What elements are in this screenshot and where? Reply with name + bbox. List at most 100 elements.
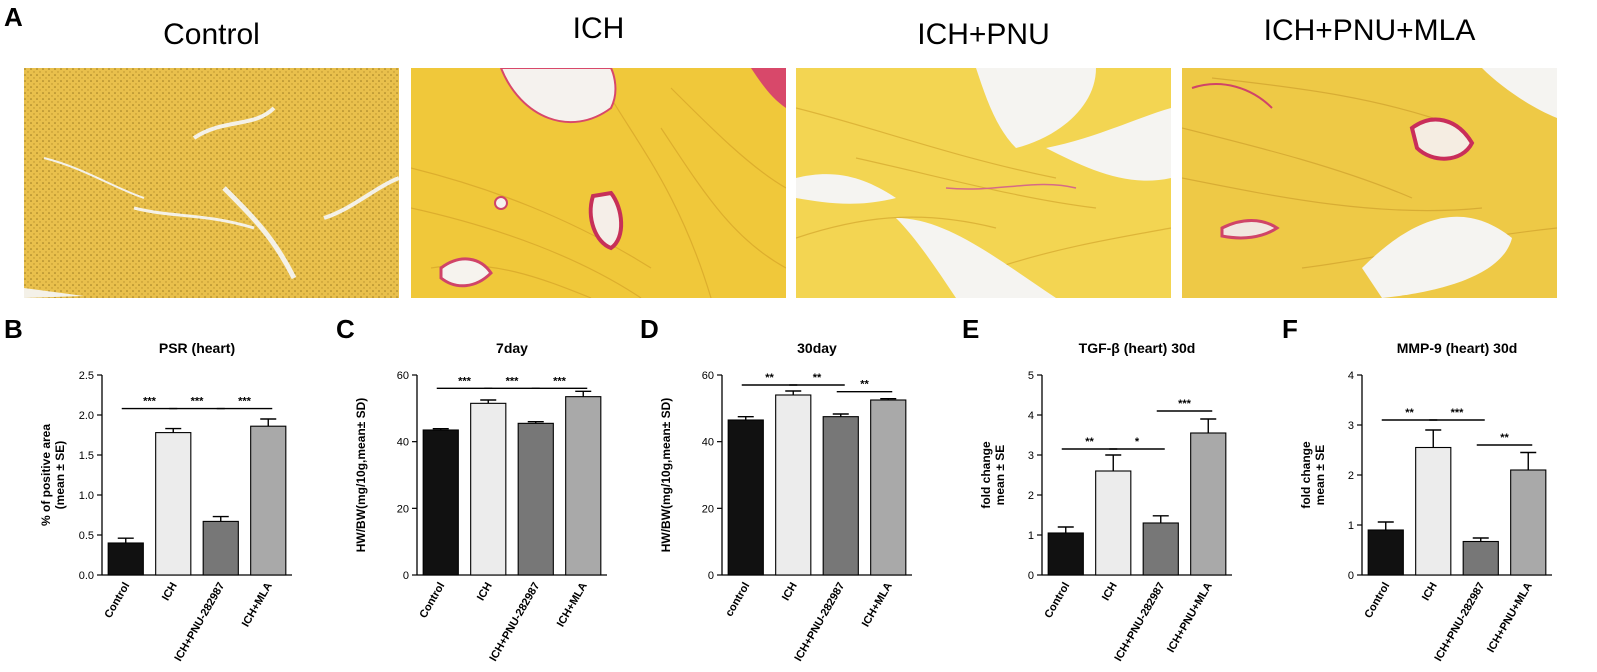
micrograph-control	[24, 68, 399, 298]
bar	[1510, 469, 1547, 576]
significance-label: ***	[1178, 398, 1192, 410]
significance-label: ***	[506, 375, 520, 387]
significance-label: **	[765, 372, 774, 384]
y-tick-label: 4	[1348, 370, 1354, 382]
chart-title: 30day	[797, 340, 837, 356]
y-tick-label: 0	[708, 570, 714, 582]
significance-label: *	[1135, 436, 1140, 448]
chart-panel-d: 30day HW/BW(mg/10g,mean± SD) 0 20 40 60 contro…	[640, 315, 930, 670]
bar	[250, 425, 287, 576]
panel-label-a: A	[4, 2, 23, 32]
bar	[1047, 532, 1084, 576]
significance-label: **	[813, 372, 822, 384]
chart-title: TGF-β (heart) 30d	[1079, 340, 1196, 356]
bar	[517, 422, 554, 576]
significance-label: ***	[238, 396, 252, 408]
y-tick-label: 0	[1348, 570, 1354, 582]
y-tick-label: 20	[397, 503, 409, 515]
significance-label: ***	[553, 375, 567, 387]
category-label: ICH+PNU+MLA	[1485, 580, 1535, 654]
y-tick-label: 0	[1028, 570, 1034, 582]
y-axis-label: % of positive area	[39, 424, 53, 526]
y-axis-label: fold change	[1299, 441, 1313, 509]
significance-label: **	[860, 379, 869, 391]
chart-title: MMP-9 (heart) 30d	[1397, 340, 1518, 356]
bar	[1415, 446, 1452, 576]
y-tick-label: 40	[397, 437, 409, 449]
chart-panel-f: MMP-9 (heart) 30d fold change mean ± SE 0 1 2…	[1280, 315, 1570, 670]
bar	[775, 394, 812, 576]
significance-label: **	[1085, 436, 1094, 448]
y-tick-label: 2	[1028, 490, 1034, 502]
bar	[727, 419, 764, 576]
bar	[422, 429, 459, 576]
category-label: ICH+PNU-282987	[1432, 581, 1487, 664]
category-label: ICH+PNU-282987	[1112, 581, 1167, 664]
y-axis-label: fold change	[979, 441, 993, 509]
chart-title: PSR (heart)	[159, 340, 235, 356]
chart-f-svg: MMP-9 (heart) 30d fold change mean ± SE 0 1 2…	[1299, 340, 1552, 664]
bar	[202, 520, 239, 576]
micrograph-ich	[411, 68, 786, 298]
bar	[870, 399, 907, 576]
y-tick-label: 3	[1028, 450, 1034, 462]
y-tick-label: 20	[702, 503, 714, 515]
significance-label: **	[1500, 432, 1509, 444]
y-tick-label: 1.5	[79, 450, 94, 462]
panel-label-c: C	[336, 314, 355, 344]
micrograph-title-ich-pnu-mla: ICH+PNU+MLA	[1263, 14, 1476, 47]
panel-label-b: B	[4, 314, 23, 344]
category-label: Control	[417, 581, 447, 621]
bar	[565, 396, 602, 576]
y-tick-label: 2.0	[79, 410, 94, 422]
micrograph-ich-pnu	[796, 68, 1171, 298]
micrograph-ich-pnu-mla	[1182, 68, 1557, 298]
significance-label: ***	[1451, 407, 1465, 419]
bar	[1462, 540, 1499, 576]
y-axis-label: (mean ± SE)	[53, 441, 67, 510]
bar	[1367, 529, 1404, 576]
category-label: Control	[102, 581, 132, 621]
category-label: ICH	[1420, 580, 1440, 602]
bar	[107, 542, 144, 576]
y-tick-label: 60	[397, 370, 409, 382]
bar	[1095, 470, 1132, 576]
micrograph-title-ich-pnu: ICH+PNU	[917, 18, 1050, 51]
chart-d-svg: 30day HW/BW(mg/10g,mean± SD) 0 20 40 60 contro…	[659, 340, 912, 664]
y-axis-label: HW/BW(mg/10g,mean± SD)	[659, 398, 673, 553]
category-label: control	[723, 581, 752, 619]
significance-label: ***	[143, 396, 157, 408]
micrograph-title-control: Control	[163, 18, 260, 51]
category-label: ICH	[1100, 580, 1120, 602]
panel-label-d: D	[640, 314, 659, 344]
chart-panel-b: PSR (heart) % of positive area (mean ± SE)…	[20, 315, 310, 670]
category-label: ICH	[780, 580, 800, 602]
y-axis-label: HW/BW(mg/10g,mean± SD)	[354, 398, 368, 553]
chart-c-svg: 7day HW/BW(mg/10g,mean± SD) 0 20 40 60 Control…	[354, 340, 607, 664]
y-axis-label: mean ± SE	[1313, 445, 1327, 506]
category-label: Control	[1042, 581, 1072, 621]
category-label: ICH+MLA	[240, 580, 275, 629]
y-tick-label: 5	[1028, 370, 1034, 382]
category-label: Control	[1362, 581, 1392, 621]
category-label: ICH+PNU-282987	[172, 581, 227, 664]
y-tick-label: 0	[403, 570, 409, 582]
category-label: ICH+MLA	[860, 580, 895, 629]
y-tick-label: 2.5	[79, 370, 94, 382]
y-tick-label: 1	[1028, 530, 1034, 542]
y-tick-label: 1	[1348, 520, 1354, 532]
chart-panel-e: TGF-β (heart) 30d fold change mean ± SE 0 1 2…	[960, 315, 1250, 670]
y-tick-label: 2	[1348, 470, 1354, 482]
category-label: ICH+PNU-282987	[792, 581, 847, 664]
significance-label: ***	[191, 396, 205, 408]
y-tick-label: 60	[702, 370, 714, 382]
panel-label-f: F	[1282, 314, 1298, 344]
chart-b-svg: PSR (heart) % of positive area (mean ± SE)…	[39, 340, 292, 664]
y-tick-label: 0.5	[79, 530, 94, 542]
category-label: ICH+PNU-282987	[487, 581, 542, 664]
y-tick-label: 40	[702, 437, 714, 449]
category-label: ICH+PNU+MLA	[1165, 580, 1215, 654]
category-label: ICH	[475, 580, 495, 602]
y-tick-label: 3	[1348, 420, 1354, 432]
bar	[470, 402, 507, 576]
